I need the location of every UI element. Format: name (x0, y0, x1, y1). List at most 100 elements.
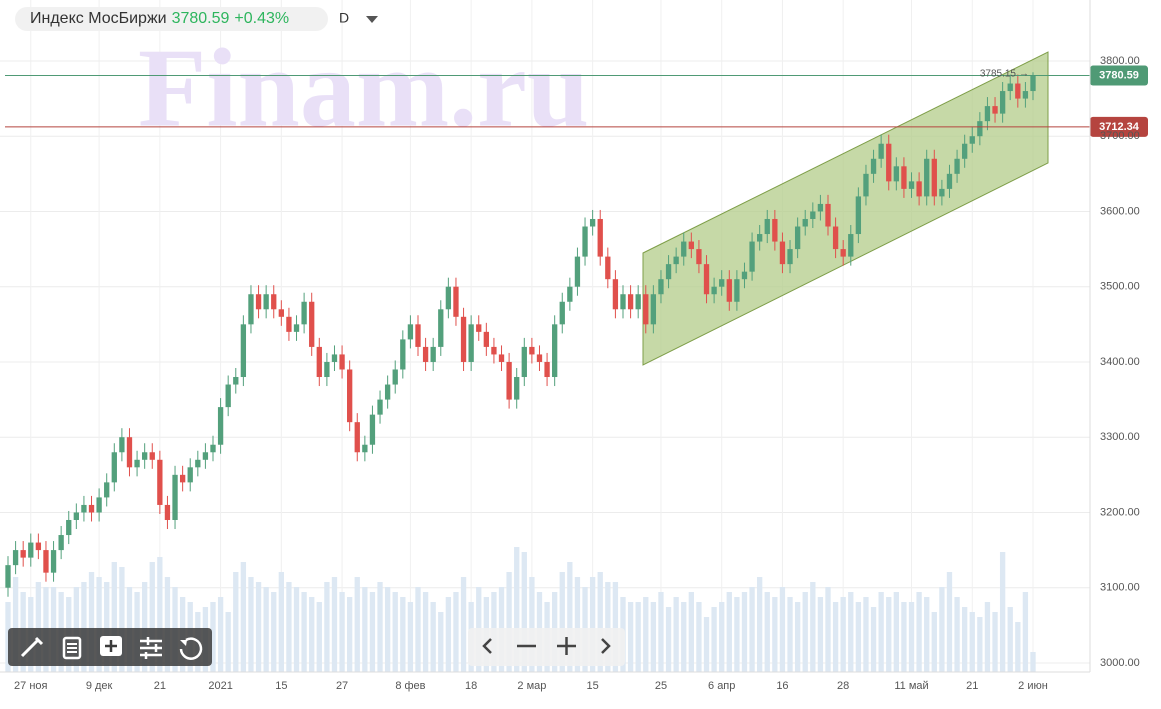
volume-bar (392, 592, 398, 672)
candle-body (870, 158, 877, 174)
tool-reset[interactable] (179, 637, 203, 660)
volume-bar (787, 597, 793, 672)
candle-body (483, 331, 489, 347)
candle-body (172, 474, 178, 520)
candle-body (574, 256, 581, 287)
candle-body (104, 482, 110, 498)
nav-right[interactable] (601, 638, 611, 654)
candle-body (1007, 83, 1013, 92)
volume-bar (559, 572, 565, 672)
y-tick-label: 3000.00 (1100, 657, 1140, 669)
volume-bar (703, 617, 710, 672)
candle-body (179, 474, 186, 483)
x-tick-label: 27 (336, 680, 348, 692)
volume-bar (696, 602, 702, 672)
volume-bar (377, 582, 383, 672)
y-tick-label: 3800.00 (1100, 55, 1140, 67)
candle-body (119, 437, 125, 453)
candle-body (20, 550, 26, 558)
period-caret[interactable] (366, 16, 378, 23)
volume-bar (658, 592, 664, 672)
volume-bar (726, 592, 732, 672)
candle-body (362, 444, 368, 453)
volume-bar (255, 582, 262, 672)
candle-body (969, 136, 975, 144)
volume-bar (954, 597, 960, 672)
candle-body (757, 234, 763, 242)
candle-body (164, 504, 171, 520)
x-tick-label: 9 дек (86, 680, 113, 692)
volume-bar (157, 557, 163, 672)
axes: 3000.00 3100.00 3200.00 3300.00 3400.00 3500.… (0, 0, 1140, 692)
candle-body (597, 218, 603, 257)
volume-bar (719, 602, 725, 672)
volume-bar (886, 597, 892, 672)
candle-body (217, 407, 224, 445)
volume-bar (650, 602, 657, 672)
y-tick-label: 3100.00 (1100, 582, 1140, 594)
volume-bar (1015, 622, 1021, 672)
volume-bar (369, 592, 376, 672)
candle-body (999, 91, 1006, 114)
candle-body (468, 324, 474, 362)
volume-bar (597, 572, 603, 672)
candle-body (498, 354, 505, 362)
volume-bar (316, 602, 322, 672)
volume-bar (339, 592, 345, 672)
x-tick-label: 25 (655, 680, 667, 692)
x-tick-label: 27 ноя (14, 680, 47, 692)
volume-bar (848, 592, 854, 672)
candle-body (12, 550, 19, 566)
candle-body (886, 143, 892, 182)
y-tick-label: 3600.00 (1100, 205, 1140, 217)
candle-body (582, 226, 588, 257)
candle-body (908, 181, 915, 189)
volume-bar (422, 592, 429, 672)
tool-list[interactable] (62, 636, 82, 660)
price-label-box (1090, 65, 1148, 86)
candle-body (445, 286, 452, 310)
candle-body (559, 301, 565, 325)
nav-zoom-in[interactable] (557, 637, 576, 655)
candle-body (202, 452, 209, 460)
volume-bar (878, 592, 884, 672)
volume-bar (104, 582, 110, 672)
x-tick-label: 16 (776, 680, 788, 692)
period[interactable]: D (339, 10, 349, 26)
x-tick-label: 15 (587, 680, 599, 692)
volume-bar (415, 587, 421, 672)
volume-bar (969, 612, 975, 672)
candle-body (992, 106, 998, 114)
volume-bar (12, 577, 19, 672)
price-label: 3780.59 (1099, 69, 1139, 81)
candle-body (88, 504, 95, 513)
candle-body (377, 399, 383, 415)
candle-body (863, 173, 869, 197)
volume-bar (863, 597, 869, 672)
volume-bar (1022, 592, 1029, 672)
candle-body (324, 361, 330, 378)
x-tick-label: 2 июн (1018, 680, 1048, 692)
volume-bar (567, 562, 573, 672)
candles (5, 72, 1036, 597)
tool-draw[interactable] (20, 636, 44, 658)
candle-body (400, 339, 406, 370)
nav-left[interactable] (482, 638, 492, 654)
candle-body (878, 143, 884, 159)
tool-settings[interactable] (140, 637, 162, 659)
volume-bar (825, 587, 831, 672)
candle-body (278, 309, 284, 317)
high-arrow: → (1019, 69, 1029, 80)
candle-body (643, 294, 649, 325)
volume-bar (438, 612, 444, 672)
candle-body (35, 542, 42, 551)
candle-body (924, 158, 930, 197)
volume-bar (984, 602, 991, 672)
volume-bar (248, 577, 254, 672)
candle-body (415, 324, 421, 347)
candle-body (779, 241, 786, 265)
volume-bar (240, 562, 247, 672)
volume-bar (665, 607, 672, 672)
candle-body (255, 294, 262, 310)
candle-body (233, 377, 239, 385)
